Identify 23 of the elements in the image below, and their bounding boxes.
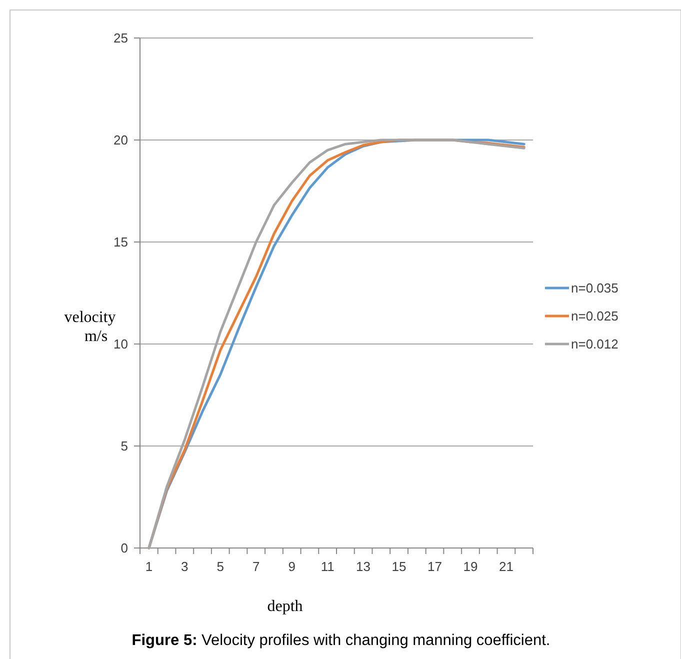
y-tick-label: 25 bbox=[114, 30, 128, 46]
x-tick-label: 5 bbox=[216, 559, 224, 574]
x-tick-label: 7 bbox=[252, 559, 260, 574]
y-tick-label: 20 bbox=[114, 132, 128, 148]
y-tick-label: 5 bbox=[120, 438, 128, 454]
x-tick-label: 15 bbox=[392, 559, 406, 574]
y-tick-label: 10 bbox=[114, 336, 128, 352]
x-tick-label: 19 bbox=[463, 559, 478, 574]
text: Figure 5: Velocity profiles with changing manning coefficient. bbox=[132, 632, 550, 649]
x-tick-label: 1 bbox=[145, 559, 153, 574]
y-tick-label: 15 bbox=[114, 234, 128, 250]
x-tick-label: 9 bbox=[288, 559, 296, 574]
x-tick-label: 17 bbox=[428, 559, 442, 574]
legend-label: n=0.012 bbox=[571, 336, 618, 352]
y-tick-label: 0 bbox=[120, 540, 128, 556]
x-tick-label: 3 bbox=[181, 559, 188, 574]
x-tick-label: 13 bbox=[356, 559, 371, 574]
y-axis-title: velocity m/s bbox=[64, 309, 116, 345]
x-tick-label: 11 bbox=[320, 559, 334, 574]
x-tick-label: 21 bbox=[498, 559, 514, 574]
x-axis-title: depth bbox=[267, 598, 303, 615]
legend-label: n=0.035 bbox=[571, 280, 618, 296]
legend-label: n=0.025 bbox=[571, 308, 618, 324]
